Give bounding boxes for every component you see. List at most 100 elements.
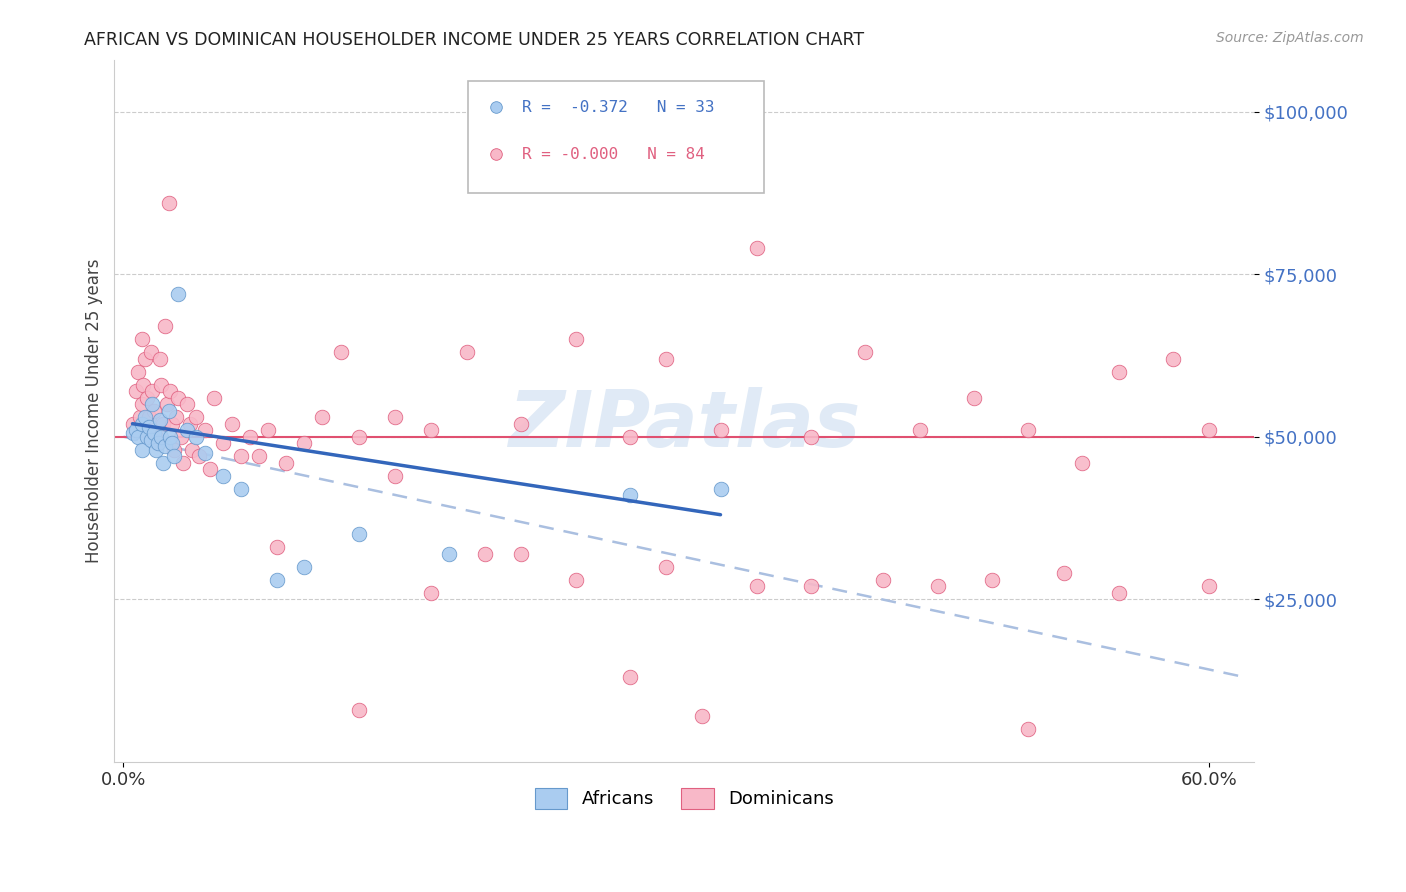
Point (121, 417, 143, 431)
Point (194, 446, 217, 460)
Point (872, 573, 894, 587)
Point (202, 391, 225, 405)
Point (257, 423, 280, 437)
Point (456, 345, 478, 359)
Point (200, 462, 222, 476)
Point (134, 351, 156, 366)
Point (718, 755, 741, 769)
Point (619, 488, 641, 502)
Point (132, 377, 155, 392)
Point (159, 384, 181, 399)
Point (139, 433, 162, 447)
Point (131, 442, 153, 457)
Point (141, 397, 163, 411)
Point (927, 579, 949, 593)
Point (510, 547, 533, 561)
Point (125, 384, 148, 399)
Point (1161, 351, 1184, 366)
Point (152, 456, 174, 470)
Point (157, 195, 180, 210)
Point (149, 351, 172, 366)
Point (565, 573, 588, 587)
Text: AFRICAN VS DOMINICAN HOUSEHOLDER INCOME UNDER 25 YEARS CORRELATION CHART: AFRICAN VS DOMINICAN HOUSEHOLDER INCOME … (84, 31, 865, 49)
Point (1071, 456, 1094, 470)
Point (709, 423, 731, 437)
Point (221, 417, 243, 431)
Point (800, 430, 823, 444)
Point (146, 436, 169, 450)
Point (179, 417, 201, 431)
Point (266, 573, 288, 587)
Point (745, 241, 768, 255)
Point (980, 573, 1002, 587)
Point (229, 449, 252, 463)
Point (1198, 423, 1220, 437)
Point (153, 319, 176, 334)
Point (266, 540, 288, 554)
Point (1108, 365, 1130, 379)
Point (420, 585, 443, 599)
Point (131, 332, 153, 346)
Point (239, 430, 262, 444)
Point (131, 417, 153, 431)
Point (212, 436, 235, 450)
Point (136, 391, 159, 405)
Text: R = -0.000   N = 84: R = -0.000 N = 84 (523, 147, 706, 161)
Point (276, 456, 298, 470)
Point (292, 559, 315, 574)
Point (150, 377, 173, 392)
Point (162, 417, 184, 431)
Y-axis label: Householder Income Under 25 years: Householder Income Under 25 years (86, 259, 103, 563)
Point (655, 351, 678, 366)
Point (125, 423, 148, 437)
Point (143, 403, 166, 417)
Text: ZIPatlas: ZIPatlas (508, 387, 860, 463)
Point (162, 436, 184, 450)
Point (131, 397, 153, 411)
Point (384, 410, 406, 425)
Point (347, 703, 370, 717)
Point (136, 430, 159, 444)
Point (176, 423, 198, 437)
Point (437, 547, 460, 561)
Point (150, 430, 173, 444)
Point (121, 426, 143, 441)
Point (709, 482, 731, 496)
Point (127, 430, 149, 444)
Point (619, 670, 641, 684)
Point (1017, 723, 1039, 737)
Point (152, 417, 174, 431)
Point (127, 365, 149, 379)
Point (165, 410, 187, 425)
Point (153, 439, 176, 453)
Point (1108, 585, 1130, 599)
Point (311, 410, 333, 425)
Point (853, 345, 876, 359)
Point (176, 397, 198, 411)
Point (163, 442, 186, 457)
Text: R =  -0.372   N = 33: R = -0.372 N = 33 (523, 100, 716, 115)
FancyBboxPatch shape (468, 80, 763, 193)
Point (166, 391, 188, 405)
Point (329, 345, 352, 359)
Point (247, 449, 270, 463)
Point (134, 410, 156, 425)
Point (184, 410, 207, 425)
Point (172, 456, 194, 470)
Point (292, 436, 315, 450)
Point (420, 423, 443, 437)
Point (163, 449, 186, 463)
Point (212, 468, 235, 483)
Point (146, 436, 169, 450)
Point (1017, 423, 1039, 437)
Point (188, 449, 211, 463)
Point (692, 709, 714, 723)
Point (655, 559, 678, 574)
Point (141, 384, 163, 399)
Point (143, 426, 166, 441)
Point (157, 403, 180, 417)
Point (908, 423, 931, 437)
Point (156, 397, 179, 411)
Point (1053, 566, 1076, 581)
Point (745, 579, 768, 593)
